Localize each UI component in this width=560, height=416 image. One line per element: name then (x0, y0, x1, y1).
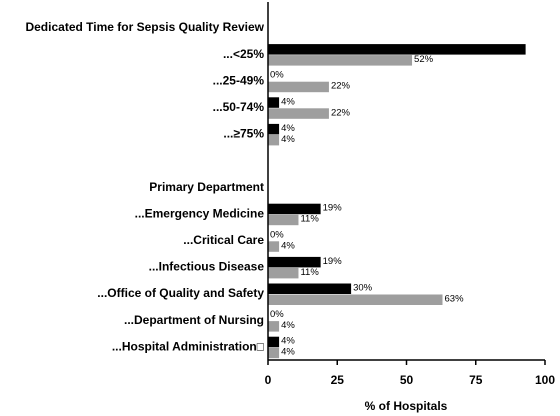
bar (268, 203, 321, 215)
category-label: ...50-74% (213, 100, 265, 114)
bar (268, 97, 280, 108)
category-label: ...Infectious Disease (149, 260, 265, 274)
value-label: 19% (323, 203, 343, 214)
category-label: ...Office of Quality and Safety (97, 286, 264, 300)
category-label: ...≥75% (223, 127, 264, 141)
bar (268, 321, 280, 332)
value-label: 0% (270, 309, 284, 320)
value-label: 4% (281, 123, 295, 134)
category-label: Primary Department (149, 180, 264, 194)
value-label: 22% (331, 107, 351, 118)
value-label: 4% (281, 134, 295, 145)
bar (268, 347, 280, 359)
value-label: 52% (414, 54, 434, 65)
value-label: 30% (353, 283, 373, 294)
bar (268, 108, 329, 119)
value-label: 11% (300, 214, 319, 225)
value-label: 19% (323, 256, 343, 267)
category-label: Dedicated Time for Sepsis Quality Review (25, 20, 264, 34)
bar (268, 123, 280, 135)
value-label: 4% (281, 96, 295, 107)
category-label: ...Critical Care (183, 233, 264, 247)
bar (268, 44, 526, 55)
bar (268, 283, 352, 294)
value-label: 4% (281, 336, 295, 347)
category-label: ...Hospital Administration□ (112, 339, 264, 353)
bar (268, 55, 413, 66)
value-label: 4% (281, 347, 295, 358)
bar (268, 134, 280, 146)
bar (268, 241, 280, 252)
value-label: 4% (281, 320, 295, 331)
value-label: 0% (270, 229, 284, 240)
value-label: 4% (281, 240, 295, 251)
x-tick-label: 0 (265, 373, 272, 387)
value-label: 63% (445, 294, 465, 305)
x-tick-label: 75 (469, 373, 483, 387)
category-label: ...Emergency Medicine (135, 206, 265, 220)
bar (268, 256, 321, 268)
bar (268, 267, 299, 279)
category-label: ...Department of Nursing (124, 313, 264, 327)
bar (268, 214, 299, 226)
value-label: 0% (270, 70, 284, 81)
category-label: ...25-49% (213, 73, 265, 87)
value-label: 22% (331, 81, 351, 92)
bar (268, 81, 329, 93)
x-tick-label: 100 (535, 373, 555, 387)
x-tick-label: 50 (400, 373, 414, 387)
value-label: 11% (300, 267, 319, 278)
x-axis-label: % of Hospitals (365, 399, 448, 413)
x-tick-label: 25 (331, 373, 345, 387)
category-label: ...<25% (223, 47, 264, 61)
bar (268, 336, 280, 348)
bar (268, 294, 443, 305)
